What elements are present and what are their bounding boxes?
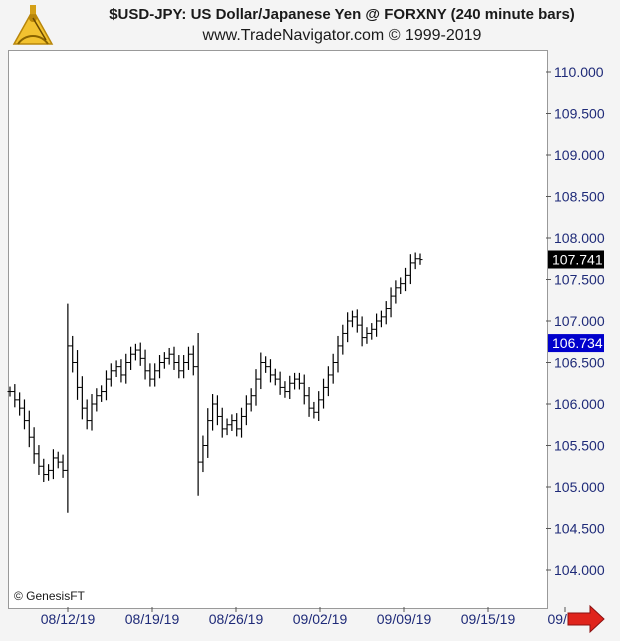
scroll-right-arrow-icon[interactable] [567, 604, 605, 634]
copyright-label: © GenesisFT [14, 589, 85, 603]
y-tick-label: 110.000 [554, 64, 604, 80]
y-tick-label: 109.000 [554, 147, 605, 163]
x-tick-label: 09/09/19 [377, 611, 432, 627]
y-tick-label: 105.000 [554, 479, 605, 495]
y-tick-label: 104.500 [554, 521, 605, 537]
reference-price-tag: 106.734 [552, 335, 603, 351]
y-tick-label: 105.500 [554, 438, 605, 454]
x-tick-label: 09/02/19 [293, 611, 348, 627]
y-tick-label: 108.000 [554, 230, 605, 246]
plot-area[interactable] [8, 50, 548, 609]
x-tick-label: 09/15/19 [461, 611, 516, 627]
chart-subtitle: www.TradeNavigator.com © 1999-2019 [202, 27, 482, 44]
sextant-logo-icon [8, 4, 58, 48]
x-tick-label: 08/26/19 [209, 611, 264, 627]
y-tick-label: 107.500 [554, 272, 605, 288]
last-price-tag-box [548, 250, 604, 269]
last-price-tag: 107.741 [552, 251, 603, 267]
y-tick-label: 104.000 [554, 562, 605, 578]
y-tick-label: 106.500 [554, 355, 605, 371]
y-tick-label: 107.000 [554, 313, 605, 329]
chart-header: $USD-JPY: US Dollar/Japanese Yen @ FORXN… [0, 0, 620, 52]
chart-title: $USD-JPY: US Dollar/Japanese Yen @ FORXN… [109, 6, 575, 23]
x-tick-label: 08/19/19 [125, 611, 180, 627]
y-tick-label: 109.500 [554, 106, 605, 122]
x-tick-label: 08/12/19 [41, 611, 96, 627]
y-tick-label: 108.500 [554, 189, 605, 205]
reference-price-tag-box [548, 334, 604, 353]
y-tick-label: 106.000 [554, 396, 605, 412]
